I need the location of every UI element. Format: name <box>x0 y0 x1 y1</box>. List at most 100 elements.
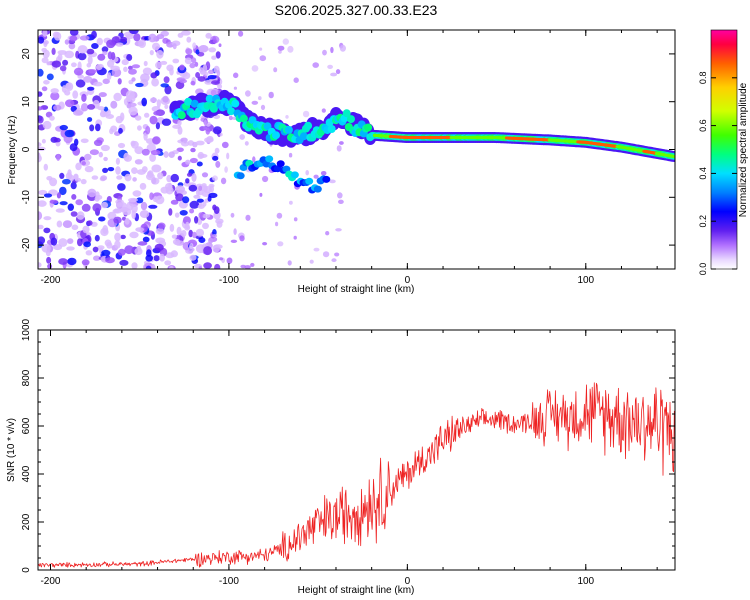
spectrogram-noise-cell <box>128 106 138 116</box>
spectrogram-noise-cell <box>189 62 196 69</box>
spectrogram-noise-cell <box>137 125 142 131</box>
spectrogram-noise-cell <box>164 85 172 95</box>
spectrogram-noise-cell <box>172 238 181 245</box>
spectrogram-noise-cell <box>198 45 209 53</box>
spectrogram-noise-cell <box>176 226 182 236</box>
spectrogram-noise-cell <box>95 191 100 199</box>
spectrogram-noise-cell <box>168 208 173 216</box>
spectrogram-noise-cell <box>65 82 72 90</box>
spectrogram-noise-cell <box>64 129 75 138</box>
snr-xlabel: Height of straight line (km) <box>298 585 415 596</box>
spectrogram-noise-cell <box>145 125 151 135</box>
spectrogram-noise-cell <box>198 266 203 269</box>
spectrogram-noise-cell <box>145 265 152 269</box>
spectrogram-noise-cell <box>149 97 158 103</box>
spectrogram-noise-cell <box>145 254 153 262</box>
spectrogram-noise-cell <box>262 175 269 183</box>
spectrogram-noise-cell <box>128 197 138 203</box>
spectrogram-noise-cell <box>192 231 197 239</box>
spectrogram-noise-cell <box>191 57 197 64</box>
spectrogram-noise-cell <box>161 118 172 126</box>
spectrogram-noise-cell <box>212 175 218 181</box>
spectrogram-signal-cell <box>313 185 322 193</box>
spectrogram-noise-cell <box>41 47 47 53</box>
spectrogram-signal-cell <box>342 109 351 118</box>
spectrogram-noise-cell <box>67 169 72 177</box>
spectrogram-noise-cell <box>77 45 88 54</box>
spectrogram-signal-cell <box>299 132 308 141</box>
x-tick-label: 100 <box>577 275 594 286</box>
spectrogram-noise-cell <box>233 86 237 90</box>
spectrogram-noise-cell <box>41 57 49 64</box>
spectrogram-noise-cell <box>95 123 101 132</box>
spectrogram-noise-cell <box>130 140 136 147</box>
spectrogram-noise-cell <box>92 203 102 213</box>
spectrogram-noise-cell <box>169 223 175 232</box>
spectrogram-noise-cell <box>208 69 214 75</box>
spectrogram-noise-cell <box>186 36 192 43</box>
spectrogram-noise-cell <box>100 175 108 181</box>
spectrogram-signal-cell <box>290 171 299 179</box>
spectrogram-noise-cell <box>93 81 103 87</box>
spectrogram-noise-cell <box>325 231 330 236</box>
spectrogram-noise-cell <box>177 32 184 38</box>
spectrogram-noise-cell <box>139 210 150 219</box>
spectrogram-noise-cell <box>132 177 137 182</box>
spectrogram-noise-cell <box>69 143 78 152</box>
spectrogram-noise-cell <box>106 242 113 249</box>
spectrogram-noise-cell <box>207 75 217 80</box>
spectrogram-noise-cell <box>115 42 124 47</box>
spectrogram-noise-cell <box>47 263 53 269</box>
spectrogram-noise-cell <box>177 119 182 126</box>
spectrogram-noise-cell <box>190 147 196 153</box>
spectrogram-noise-cell <box>156 34 165 40</box>
spectrogram-noise-cell <box>320 171 327 176</box>
spectrogram-noise-cell <box>146 143 156 153</box>
spectrogram-noise-cell <box>230 212 235 218</box>
spectrogram-noise-cell <box>159 253 166 262</box>
spectrogram-noise-cell <box>56 192 62 199</box>
spectrogram-noise-cell <box>105 114 114 119</box>
spectrogram-noise-cell <box>64 39 70 45</box>
spectrogram-noise-cell <box>172 43 177 50</box>
spectrogram-noise-cell <box>252 156 256 163</box>
spectrogram-noise-cell <box>124 217 130 225</box>
spectrogram-noise-cell <box>50 88 59 94</box>
spectrogram-noise-cell <box>84 153 92 161</box>
spectrogram-noise-cell <box>107 51 113 60</box>
x-tick-label: 0 <box>405 275 411 286</box>
spectrogram-noise-cell <box>42 40 49 45</box>
spectrogram-noise-cell <box>102 78 110 85</box>
spectrogram-noise-cell <box>98 92 107 98</box>
spectrogram-noise-cell <box>155 227 165 235</box>
spectrogram-noise-cell <box>143 132 148 141</box>
spectrogram-noise-cell <box>182 196 190 204</box>
colorbar-tick-label: 0.2 <box>698 215 708 228</box>
spectrogram-noise-cell <box>228 115 233 121</box>
spectrogram-noise-cell <box>221 141 229 149</box>
spectrogram-noise-cell <box>103 106 109 112</box>
spectrogram-noise-cell <box>170 199 179 205</box>
spectrogram-noise-cell <box>172 124 182 129</box>
spectrogram-noise-cell <box>114 232 121 242</box>
spectrogram-noise-cell <box>117 78 122 85</box>
spectrogram-noise-cell <box>43 80 50 85</box>
spectrogram-noise-cell <box>51 60 62 68</box>
spectrogram-noise-cell <box>176 147 184 153</box>
spectrogram-noise-cell <box>212 155 219 161</box>
spectrogram-noise-cell <box>120 112 125 121</box>
spectrogram-noise-cell <box>262 242 268 246</box>
spectrogram-noise-cell <box>102 225 109 234</box>
spectrogram-noise-cell <box>53 137 61 143</box>
spectrogram-noise-cell <box>120 36 128 43</box>
spectrogram-noise-cell <box>134 159 143 165</box>
spectrogram-noise-cell <box>309 259 314 264</box>
spectrogram-noise-cell <box>153 111 162 116</box>
spectrogram-noise-cell <box>53 31 62 41</box>
spectrogram-noise-cell <box>135 197 144 204</box>
spectrogram-noise-cell <box>59 201 68 206</box>
spectrogram-noise-cell <box>275 221 279 227</box>
spectrogram-signal-cell <box>227 107 236 116</box>
spectrogram-noise-cell <box>288 152 293 158</box>
spectrogram-noise-cell <box>251 100 259 105</box>
